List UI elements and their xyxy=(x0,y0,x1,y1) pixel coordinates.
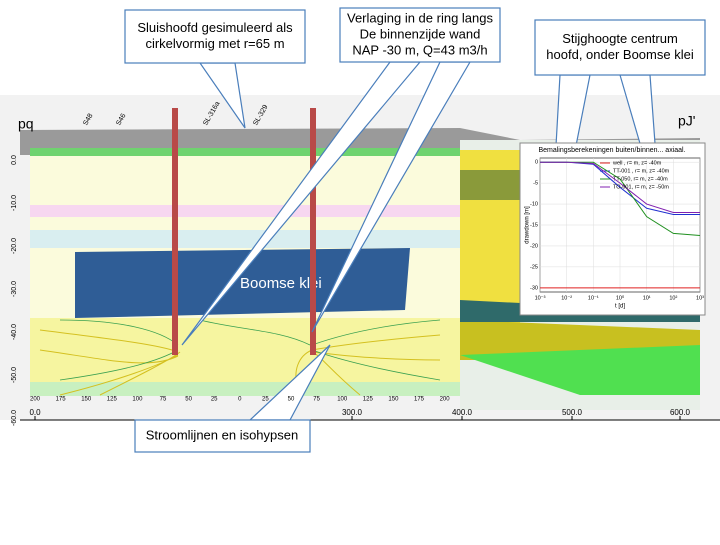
distance-tick-label: 600.0 xyxy=(670,408,691,417)
distance-tick-label: 0.0 xyxy=(29,408,41,417)
radius-tick-label: 100 xyxy=(132,397,143,403)
radius-tick-label: 25 xyxy=(262,397,269,403)
radius-tick-label: 50 xyxy=(288,397,295,403)
x-tick-label: 10⁻³ xyxy=(535,295,546,301)
radius-tick-label: 175 xyxy=(56,397,67,403)
callout-text: cirkelvormig met r=65 m xyxy=(145,36,284,51)
callout-text: Sluishoofd gesimuleerd als xyxy=(137,20,293,35)
callout xyxy=(534,19,706,76)
depth-tick-label: -20.0 xyxy=(11,238,18,254)
layer xyxy=(460,345,700,395)
depth-tick-label: -40.0 xyxy=(11,324,18,340)
radius-tick-label: 100 xyxy=(337,397,348,403)
depth-tick-label: -50.0 xyxy=(11,367,18,383)
distance-tick-label: 300.0 xyxy=(342,408,363,417)
boomse-klei xyxy=(75,248,410,318)
y-tick-label: -5 xyxy=(533,181,538,187)
y-tick-label: -10 xyxy=(530,202,538,208)
radius-tick-label: 150 xyxy=(81,397,92,403)
y-tick-label: -20 xyxy=(530,243,538,249)
callout-text: Verlaging in de ring langs xyxy=(347,10,493,25)
inset-chart: Bemalingsberekeningen buiten/binnen... a… xyxy=(519,142,706,316)
callouts xyxy=(124,7,706,453)
y-tick-label: 0 xyxy=(535,160,538,166)
x-axis-label: t [d] xyxy=(615,304,625,310)
y-tick-label: -30 xyxy=(530,285,538,291)
callout xyxy=(134,419,311,453)
series-line xyxy=(540,161,700,213)
layer xyxy=(30,382,460,396)
x-tick-label: 10² xyxy=(669,295,677,301)
radius-tick-label: 200 xyxy=(30,397,41,403)
layer xyxy=(30,205,460,217)
wall xyxy=(310,108,316,355)
layer-label: Boomse klei xyxy=(240,275,322,292)
depth-tick-label: -30.0 xyxy=(11,281,18,297)
wall xyxy=(172,108,178,355)
callout-text: De binnenzijde wand xyxy=(360,26,481,41)
depth-tick-label: 0.0 xyxy=(11,155,18,165)
section-label: pJ' xyxy=(678,113,695,129)
section-label: pq xyxy=(18,116,34,132)
depth-tick-label: -10.0 xyxy=(11,195,18,211)
legend-label: TT-050, r= m, z= -40m xyxy=(613,176,668,182)
callout xyxy=(124,9,306,64)
radius-tick-label: 125 xyxy=(363,397,374,403)
isohypses xyxy=(39,329,441,396)
distance-tick-label: 400.0 xyxy=(452,408,473,417)
y-tick-label: -15 xyxy=(530,222,538,228)
legend-label: TT-001 , r= m, z= -40m xyxy=(613,168,670,174)
layer xyxy=(30,230,460,248)
callout-text: hoofd, onder Boomse klei xyxy=(546,47,694,62)
x-tick-label: 10¹ xyxy=(643,295,651,301)
streamlines xyxy=(59,319,441,381)
depth-tick-label: -60.0 xyxy=(11,410,18,426)
radius-tick-label: 200 xyxy=(440,397,451,403)
radius-tick-label: 50 xyxy=(185,397,192,403)
x-tick-label: 10³ xyxy=(696,295,704,301)
callout xyxy=(339,7,501,63)
legend-label: TO-001, r= m, z= -50m xyxy=(613,184,669,190)
radius-tick-label: 75 xyxy=(313,397,320,403)
radius-tick-label: 125 xyxy=(107,397,118,403)
callout-text: Stroomlijnen en isohypsen xyxy=(146,427,298,442)
radius-tick-label: 0 xyxy=(238,397,242,403)
top-layer xyxy=(30,148,460,156)
legend-label: well , r= m, z= -40m xyxy=(612,160,662,166)
callout-text: Stijghoogte centrum xyxy=(562,31,678,46)
distance-tick-label: 500.0 xyxy=(562,408,583,417)
y-tick-label: -25 xyxy=(530,264,538,270)
radius-tick-label: 25 xyxy=(211,397,218,403)
radius-tick-label: 175 xyxy=(414,397,425,403)
radius-tick-label: 150 xyxy=(388,397,399,403)
x-tick-label: 10⁻² xyxy=(561,295,572,301)
x-tick-label: 10⁻¹ xyxy=(588,295,599,301)
x-tick-label: 10⁰ xyxy=(616,294,625,301)
inset-bg xyxy=(519,142,706,316)
chart-title: Bemalingsberekeningen buiten/binnen... a… xyxy=(538,147,685,154)
radius-tick-label: 75 xyxy=(160,397,167,403)
callout-text: NAP -30 m, Q=43 m3/h xyxy=(352,42,487,57)
y-axis-label: drawdown [m] xyxy=(525,206,531,244)
